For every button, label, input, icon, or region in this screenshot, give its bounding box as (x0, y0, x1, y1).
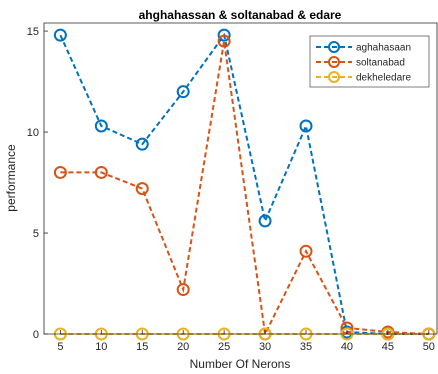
y-axis-label: performance (4, 144, 18, 212)
data-point (94, 119, 108, 133)
legend-marker (328, 56, 340, 68)
series-line (59, 32, 429, 335)
legend-marker (328, 71, 340, 83)
x-tick-label: 5 (57, 341, 63, 353)
y-tick-label: 10 (27, 127, 39, 139)
legend-item: dekheledare (316, 71, 411, 84)
data-point (299, 119, 313, 133)
data-point (258, 214, 272, 228)
y-tick-label: 15 (27, 26, 39, 38)
x-tick-label: 10 (95, 341, 107, 353)
x-tick-label: 20 (177, 341, 189, 353)
legend-label: dekheledare (356, 73, 411, 84)
chart-title: ahghahassan & soltanabad & edare (139, 8, 342, 22)
legend: aghahasaan soltanabad dekheledare (309, 35, 430, 88)
legend-item: aghahasaan (316, 41, 411, 54)
y-tick-label: 5 (33, 228, 39, 240)
legend-marker (328, 41, 340, 53)
legend-label: aghahasaan (356, 43, 411, 54)
x-tick-label: 45 (382, 341, 394, 353)
y-tick-label: 0 (33, 329, 39, 341)
x-axis-label: Number Of Nerons (190, 357, 291, 371)
plot-border (43, 22, 438, 335)
x-tick-label: 25 (218, 341, 230, 353)
data-point (176, 283, 190, 297)
data-point (94, 165, 108, 179)
x-tick-label: 40 (341, 341, 353, 353)
data-point (299, 244, 313, 258)
x-tick-label: 50 (423, 341, 435, 353)
legend-label: soltanabad (356, 58, 405, 69)
series-line (60, 41, 429, 338)
data-point (217, 34, 231, 48)
x-tick-label: 30 (259, 341, 271, 353)
data-point (53, 165, 67, 179)
data-point (135, 137, 149, 151)
data-point (135, 182, 149, 196)
x-tick-label: 15 (136, 341, 148, 353)
data-point (53, 28, 67, 42)
legend-item: soltanabad (316, 56, 405, 69)
x-tick-label: 35 (300, 341, 312, 353)
data-point (217, 28, 231, 42)
data-point (176, 85, 190, 99)
